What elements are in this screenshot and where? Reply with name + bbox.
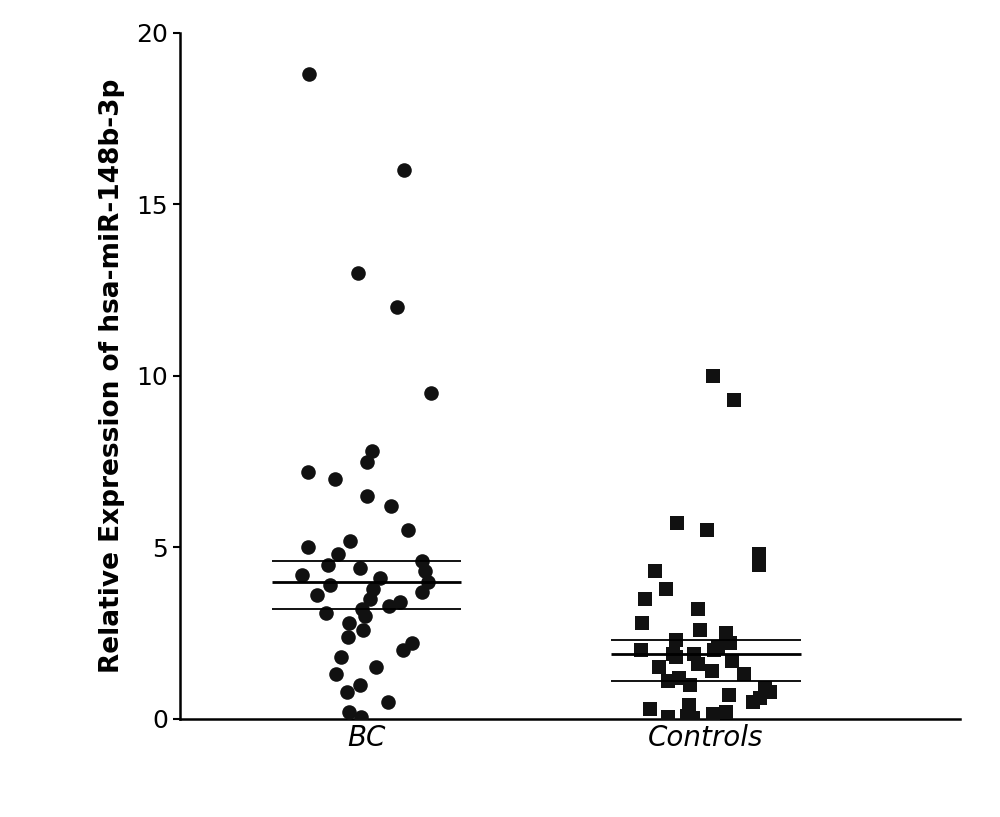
Point (660, 675, 676, 688)
Point (300, 466, 316, 479)
Point (745, 695, 761, 708)
Point (364, 444, 380, 458)
Point (309, 589, 325, 602)
Point (395, 644, 411, 657)
Point (665, 647, 681, 660)
Point (633, 644, 649, 657)
Point (651, 661, 667, 674)
Point (718, 706, 734, 719)
Point (327, 472, 343, 485)
Point (751, 558, 767, 571)
Point (658, 582, 674, 595)
Point (365, 582, 381, 595)
Point (318, 606, 334, 619)
Point (699, 524, 715, 537)
Point (647, 565, 663, 578)
Point (724, 654, 740, 667)
Point (359, 489, 375, 502)
Point (359, 455, 375, 468)
Point (294, 569, 310, 582)
Point (322, 578, 338, 592)
Point (686, 647, 702, 660)
Point (357, 609, 373, 623)
Point (330, 547, 346, 560)
Point (757, 681, 773, 694)
Point (380, 695, 396, 708)
Point (368, 661, 384, 674)
Point (392, 596, 408, 609)
Point (301, 67, 317, 80)
Point (341, 706, 357, 719)
Point (423, 386, 439, 400)
Point (681, 699, 697, 712)
Point (328, 667, 344, 681)
Point (710, 641, 726, 654)
Point (705, 369, 721, 382)
Point (762, 685, 778, 698)
Point (751, 547, 767, 560)
Point (355, 623, 371, 636)
Point (642, 702, 658, 715)
Point (671, 672, 687, 685)
Point (339, 685, 355, 698)
Point (372, 572, 388, 585)
Point (350, 266, 366, 279)
Point (352, 678, 368, 691)
Point (342, 534, 358, 547)
Point (706, 644, 722, 657)
Point (721, 689, 737, 702)
Point (383, 500, 399, 513)
Point (389, 301, 405, 314)
Point (722, 637, 738, 650)
Point (414, 555, 430, 568)
Point (381, 599, 397, 612)
Point (420, 575, 436, 588)
Point (718, 627, 734, 640)
Point (404, 637, 420, 650)
Point (736, 667, 752, 681)
Y-axis label: Relative Expression of hsa-miR-148b-3p: Relative Expression of hsa-miR-148b-3p (99, 78, 125, 673)
Point (340, 630, 356, 643)
Point (634, 616, 650, 629)
Point (400, 524, 416, 537)
Point (726, 393, 742, 406)
Point (668, 633, 684, 646)
Point (353, 711, 369, 724)
Point (396, 163, 412, 176)
Point (705, 708, 721, 721)
Point (682, 678, 698, 691)
Point (685, 712, 701, 725)
Point (668, 650, 684, 663)
Point (669, 517, 685, 530)
Point (320, 558, 336, 571)
Point (300, 541, 316, 554)
Point (333, 650, 349, 663)
Point (352, 561, 368, 574)
Point (660, 711, 676, 724)
Point (704, 664, 720, 677)
Point (690, 658, 706, 671)
Point (679, 709, 695, 722)
Point (354, 603, 370, 616)
Point (752, 692, 768, 705)
Point (690, 603, 706, 616)
Point (362, 592, 378, 605)
Point (637, 592, 653, 605)
Point (414, 586, 430, 599)
Point (341, 616, 357, 629)
Point (692, 623, 708, 636)
Point (417, 565, 433, 578)
